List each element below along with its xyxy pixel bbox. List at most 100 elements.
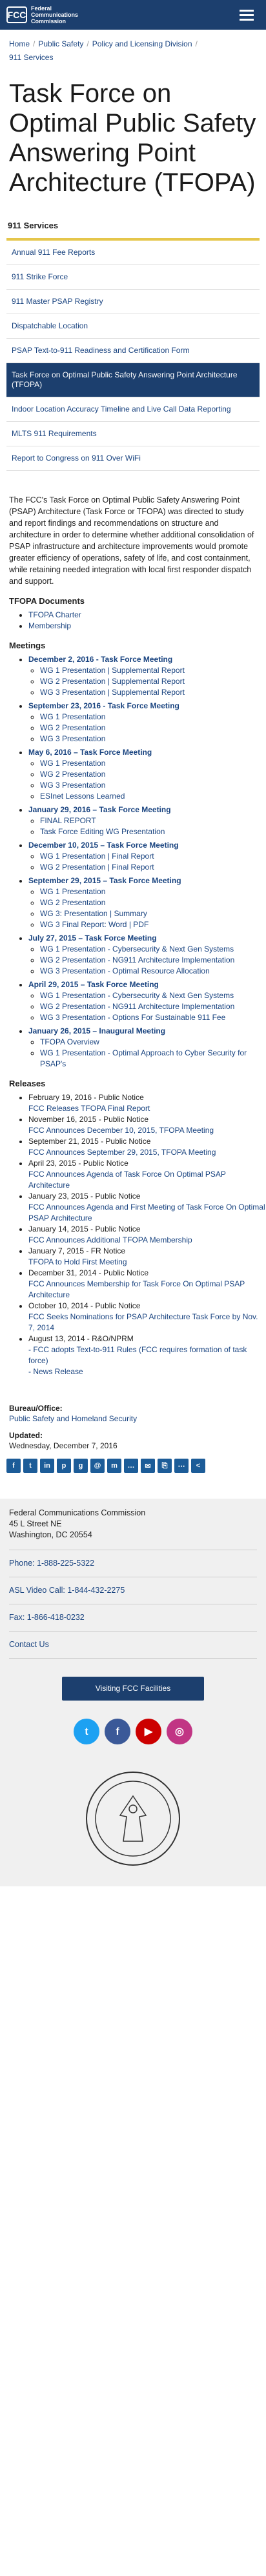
meeting-document-link[interactable]: WG 2 Presentation - NG911 Architecture I… bbox=[40, 955, 235, 964]
meeting-document-link[interactable]: WG 3 Presentation - Options For Sustaina… bbox=[40, 1013, 226, 1022]
document-link[interactable]: TFOPA Charter bbox=[28, 610, 81, 619]
meeting-document-item: WG 3: Presentation | Summary bbox=[40, 908, 266, 919]
meeting-title-link[interactable]: May 6, 2016 – Task Force Meeting bbox=[28, 748, 152, 757]
meeting-document-link[interactable]: FINAL REPORT bbox=[40, 816, 96, 825]
share-icon[interactable]: @ bbox=[90, 1459, 105, 1473]
share-icon[interactable]: m bbox=[107, 1459, 121, 1473]
meeting-title-link[interactable]: September 23, 2016 - Task Force Meeting bbox=[28, 701, 179, 710]
meeting-item: September 23, 2016 - Task Force Meeting W… bbox=[28, 701, 266, 744]
footer-fax[interactable]: Fax: 1-866-418-0232 bbox=[9, 1613, 85, 1622]
side-nav-link-tfopa[interactable]: Task Force on Optimal Public Safety Answ… bbox=[6, 363, 260, 397]
release-link[interactable]: FCC Announces Agenda of Task Force On Op… bbox=[28, 1170, 226, 1190]
share-icon[interactable]: ⋯ bbox=[174, 1459, 189, 1473]
breadcrumb-home[interactable]: Home bbox=[9, 39, 30, 48]
bureau-link[interactable]: Public Safety and Homeland Security bbox=[9, 1414, 138, 1423]
release-link[interactable]: TFOPA to Hold First Meeting bbox=[28, 1257, 127, 1266]
list-item: Membership bbox=[28, 621, 266, 632]
meeting-document-link[interactable]: WG 1 Presentation | Final Report bbox=[40, 852, 154, 861]
meeting-document-link[interactable]: WG 2 Presentation | Final Report bbox=[40, 863, 154, 872]
meeting-document-link[interactable]: WG 3 Presentation - Optimal Resource All… bbox=[40, 966, 210, 975]
side-nav-link-indoor-location[interactable]: Indoor Location Accuracy Timeline and Li… bbox=[12, 404, 231, 414]
meeting-document-item: WG 1 Presentation - Optimal Approach to … bbox=[40, 1048, 266, 1070]
meeting-document-link[interactable]: WG 3 Presentation bbox=[40, 781, 106, 790]
side-nav-link-fee-reports[interactable]: Annual 911 Fee Reports bbox=[12, 248, 96, 257]
share-icon[interactable]: < bbox=[191, 1459, 205, 1473]
release-link[interactable]: FCC Announces Additional TFOPA Membershi… bbox=[28, 1235, 192, 1244]
meeting-title-link[interactable]: December 2, 2016 - Task Force Meeting bbox=[28, 655, 173, 664]
meeting-title-link[interactable]: July 27, 2015 – Task Force Meeting bbox=[28, 934, 157, 943]
meeting-document-link[interactable]: WG 3: Presentation | Summary bbox=[40, 909, 147, 918]
side-nav-link-text-to-911[interactable]: PSAP Text-to-911 Readiness and Certifica… bbox=[12, 346, 190, 355]
meeting-title-link[interactable]: January 29, 2016 – Task Force Meeting bbox=[28, 805, 171, 814]
visiting-facilities-button[interactable]: Visiting FCC Facilities bbox=[62, 1677, 204, 1701]
share-icon[interactable]: ⎘ bbox=[158, 1459, 172, 1473]
share-icon[interactable]: … bbox=[124, 1459, 138, 1473]
breadcrumb-911-services[interactable]: 911 Services bbox=[9, 53, 54, 62]
side-nav-title: 911 Services bbox=[6, 217, 260, 241]
meeting-document-link[interactable]: WG 3 Presentation | Supplemental Report bbox=[40, 688, 185, 697]
twitter-icon[interactable]: t bbox=[74, 1719, 99, 1744]
release-link[interactable]: FCC Announces September 29, 2015, TFOPA … bbox=[28, 1148, 216, 1157]
release-link[interactable]: FCC Announces Agenda and First Meeting o… bbox=[28, 1203, 265, 1223]
meeting-document-link[interactable]: WG 1 Presentation bbox=[40, 759, 106, 768]
breadcrumb-public-safety[interactable]: Public Safety bbox=[38, 39, 84, 48]
release-link[interactable]: FCC Releases TFOPA Final Report bbox=[28, 1104, 150, 1113]
side-nav-link-psap-registry[interactable]: 911 Master PSAP Registry bbox=[12, 297, 103, 306]
side-nav-link-report-wifi[interactable]: Report to Congress on 911 Over WiFi bbox=[12, 454, 141, 463]
release-link[interactable]: FCC Seeks Nominations for PSAP Architect… bbox=[28, 1312, 258, 1332]
release-item: November 16, 2015 - Public Notice FCC Ann… bbox=[28, 1114, 266, 1136]
meeting-document-link[interactable]: WG 1 Presentation - Optimal Approach to … bbox=[40, 1048, 247, 1068]
release-link[interactable]: FCC Announces Membership for Task Force … bbox=[28, 1279, 245, 1299]
side-nav-link-dispatchable-location[interactable]: Dispatchable Location bbox=[12, 321, 88, 330]
meeting-document-link[interactable]: Task Force Editing WG Presentation bbox=[40, 827, 165, 836]
meeting-document-link[interactable]: WG 1 Presentation bbox=[40, 712, 106, 721]
share-icon[interactable]: t bbox=[23, 1459, 37, 1473]
meeting-document-item: WG 3 Presentation bbox=[40, 734, 266, 744]
youtube-icon[interactable]: ▶ bbox=[136, 1719, 161, 1744]
meeting-title-link[interactable]: April 29, 2015 – Task Force Meeting bbox=[28, 980, 159, 989]
release-item: October 10, 2014 - Public Notice FCC Seek… bbox=[28, 1301, 266, 1333]
meeting-title-link[interactable]: December 10, 2015 – Task Force Meeting bbox=[28, 841, 179, 850]
meeting-document-link[interactable]: WG 2 Presentation bbox=[40, 723, 106, 732]
document-link[interactable]: Membership bbox=[28, 621, 72, 630]
instagram-icon[interactable]: ◎ bbox=[167, 1719, 192, 1744]
side-nav-link-mlts[interactable]: MLTS 911 Requirements bbox=[12, 429, 97, 438]
meeting-document-link[interactable]: WG 2 Presentation - NG911 Architecture I… bbox=[40, 1002, 235, 1011]
hamburger-menu-button[interactable] bbox=[234, 0, 260, 30]
meeting-document-link[interactable]: WG 2 Presentation bbox=[40, 898, 106, 907]
meeting-document-item: WG 2 Presentation bbox=[40, 769, 266, 780]
meeting-document-link[interactable]: WG 3 Presentation bbox=[40, 734, 106, 743]
meeting-document-link[interactable]: WG 1 Presentation | Supplemental Report bbox=[40, 666, 185, 675]
share-icon[interactable]: p bbox=[57, 1459, 71, 1473]
footer-phone[interactable]: Phone: 1-888-225-5322 bbox=[9, 1559, 95, 1568]
logo-line-3: Commission bbox=[31, 18, 66, 25]
share-bar: f t in p g @ m… ✉ ⎘ ⋯ < bbox=[6, 1459, 260, 1473]
breadcrumb: Home / Public Safety / Policy and Licensing … bbox=[0, 30, 266, 67]
release-link[interactable]: - FCC adopts Text-to-911 Rules (FCC requ… bbox=[28, 1345, 247, 1365]
meeting-title-link[interactable]: September 29, 2015 – Task Force Meeting bbox=[28, 876, 181, 885]
release-extra-link[interactable]: - News Release bbox=[28, 1367, 83, 1376]
meeting-document-link[interactable]: WG 2 Presentation | Supplemental Report bbox=[40, 677, 185, 686]
meeting-item: July 27, 2015 – Task Force MeetingWG 1 P… bbox=[28, 933, 266, 977]
breadcrumb-separator: / bbox=[33, 39, 36, 48]
share-icon[interactable]: g bbox=[74, 1459, 88, 1473]
facebook-icon[interactable]: f bbox=[105, 1719, 130, 1744]
meeting-document-link[interactable]: WG 1 Presentation - Cybersecurity & Next… bbox=[40, 991, 234, 1000]
meeting-document-link[interactable]: WG 1 Presentation - Cybersecurity & Next… bbox=[40, 944, 234, 954]
footer-contact[interactable]: Contact Us bbox=[9, 1640, 49, 1649]
side-nav-link-strike-force[interactable]: 911 Strike Force bbox=[12, 272, 68, 281]
footer-asl[interactable]: ASL Video Call: 1-844-432-2275 bbox=[9, 1586, 125, 1595]
meeting-document-link[interactable]: TFOPA Overview bbox=[40, 1037, 99, 1046]
meeting-document-link[interactable]: WG 1 Presentation bbox=[40, 887, 106, 896]
share-icon[interactable]: ✉ bbox=[141, 1459, 155, 1473]
share-icon[interactable]: f bbox=[6, 1459, 21, 1473]
breadcrumb-policy-licensing[interactable]: Policy and Licensing Division bbox=[92, 39, 192, 48]
release-link[interactable]: FCC Announces December 10, 2015, TFOPA M… bbox=[28, 1126, 214, 1135]
fcc-logo-text: Federal Communications Commission bbox=[31, 5, 78, 25]
meeting-document-link[interactable]: WG 3 Final Report: Word | PDF bbox=[40, 920, 149, 929]
meeting-document-link[interactable]: ESInet Lessons Learned bbox=[40, 792, 125, 801]
fcc-logo[interactable]: FCC Federal Communications Commission bbox=[6, 5, 78, 25]
meeting-title-link[interactable]: January 26, 2015 – Inaugural Meeting bbox=[28, 1026, 166, 1035]
share-icon[interactable]: in bbox=[40, 1459, 54, 1473]
meeting-document-link[interactable]: WG 2 Presentation bbox=[40, 770, 106, 779]
